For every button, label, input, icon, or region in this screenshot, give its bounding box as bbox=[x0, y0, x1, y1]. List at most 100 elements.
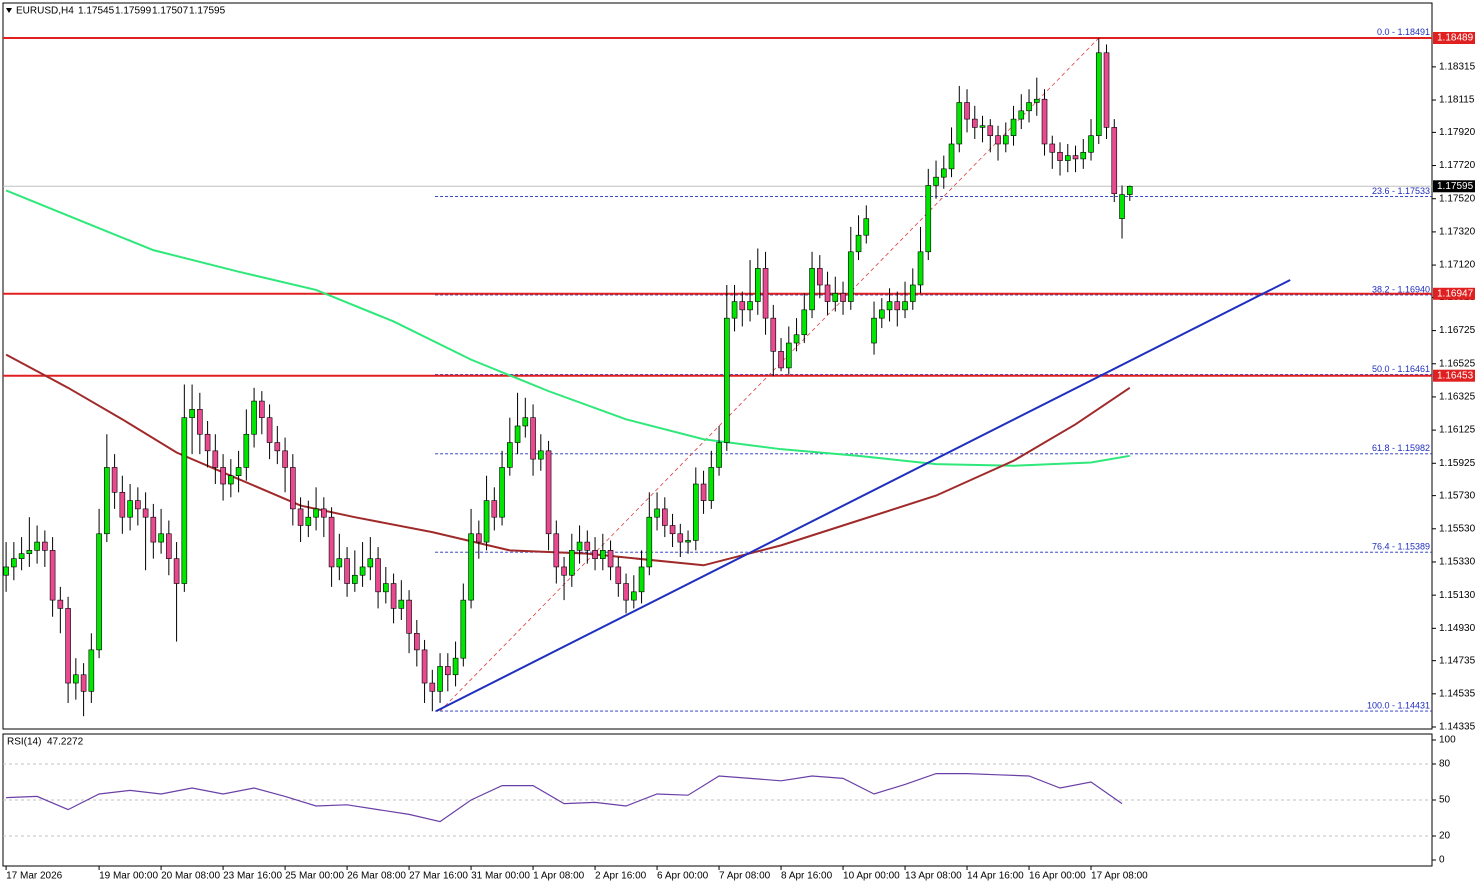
x-tick-label: 17 Apr 08:00 bbox=[1091, 871, 1148, 882]
candle-body bbox=[18, 553, 25, 559]
candle-body bbox=[716, 442, 722, 468]
candle-body bbox=[995, 135, 1001, 145]
x-tick-label: 6 Apr 00:00 bbox=[657, 871, 709, 882]
x-tick-label: 17 Mar 2026 bbox=[6, 871, 63, 882]
candle-body bbox=[801, 309, 808, 336]
candle-body bbox=[754, 268, 761, 302]
candle-body bbox=[785, 342, 792, 369]
price-box-label: 1.17595 bbox=[1437, 181, 1474, 192]
candle-body bbox=[1095, 52, 1102, 136]
y-tick-label: 1.18315 bbox=[1439, 61, 1476, 72]
y-tick-label: 1.17120 bbox=[1439, 260, 1476, 271]
x-tick-label: 20 Mar 08:00 bbox=[161, 871, 220, 882]
candle-body bbox=[762, 268, 769, 319]
rsi-current: 47.2272 bbox=[47, 737, 84, 748]
fib-label: 23.6 - 1.17533 bbox=[1372, 186, 1430, 196]
rsi-tick-label: 100 bbox=[1439, 735, 1456, 746]
candle-body bbox=[259, 400, 265, 418]
candle-body bbox=[383, 583, 389, 593]
fib-range bbox=[439, 37, 1100, 712]
moving-average bbox=[5, 189, 1130, 467]
candle-body bbox=[933, 176, 939, 186]
last-open: 1.17545 bbox=[78, 6, 115, 17]
x-tick-label: 16 Apr 00:00 bbox=[1029, 871, 1086, 882]
x-tick-label: 25 Mar 00:00 bbox=[285, 871, 344, 882]
level-box bbox=[1433, 31, 1475, 44]
candle-body bbox=[104, 467, 110, 535]
candle-body bbox=[840, 292, 846, 302]
candle-body bbox=[235, 467, 242, 477]
level-box-label: 1.18489 bbox=[1437, 33, 1474, 44]
candle-body bbox=[739, 301, 746, 311]
fib-label: 100.0 - 1.14431 bbox=[1367, 700, 1430, 710]
candle-body bbox=[507, 442, 513, 468]
candle-body bbox=[468, 533, 474, 601]
candle-body bbox=[189, 409, 195, 418]
candle-body bbox=[88, 649, 95, 692]
candle-body bbox=[700, 483, 707, 501]
candle-body bbox=[956, 102, 963, 145]
candle-body bbox=[693, 483, 699, 541]
rsi-line bbox=[6, 772, 1123, 823]
candle-body bbox=[871, 317, 877, 344]
candle-body bbox=[42, 541, 48, 551]
y-tick-label: 1.16325 bbox=[1439, 392, 1476, 403]
x-tick-label: 31 Mar 00:00 bbox=[471, 871, 530, 882]
trendline bbox=[435, 279, 1291, 712]
candle-body bbox=[545, 450, 552, 535]
candle-body bbox=[917, 251, 924, 286]
candle-body bbox=[824, 284, 831, 302]
candle-body bbox=[723, 317, 730, 443]
candle-body bbox=[483, 500, 490, 543]
candle-body bbox=[514, 425, 521, 443]
candle-body bbox=[421, 649, 428, 684]
y-tick-label: 1.17920 bbox=[1439, 127, 1476, 138]
candle-body bbox=[731, 301, 738, 319]
x-tick-label: 14 Apr 16:00 bbox=[967, 871, 1024, 882]
rsi-tick-label: 20 bbox=[1439, 831, 1451, 842]
level-box-label: 1.16453 bbox=[1437, 370, 1474, 381]
candle-body bbox=[1088, 135, 1094, 153]
x-tick-label: 1 Apr 08:00 bbox=[533, 871, 585, 882]
main-panel bbox=[2, 2, 1433, 730]
candle-body bbox=[445, 666, 451, 676]
candle-body bbox=[452, 657, 459, 676]
candle-body bbox=[1057, 151, 1063, 161]
candle-body bbox=[584, 541, 591, 551]
x-tick-label: 13 Apr 08:00 bbox=[905, 871, 962, 882]
candle-body bbox=[119, 492, 126, 518]
candle-body bbox=[73, 674, 79, 684]
candle-body bbox=[1033, 98, 1040, 103]
candle-body bbox=[476, 533, 482, 543]
fib-label: 38.2 - 1.16940 bbox=[1372, 284, 1430, 294]
candle-body bbox=[406, 599, 412, 634]
candle-body bbox=[57, 599, 64, 609]
candle-body bbox=[367, 558, 374, 568]
candle-body bbox=[1126, 185, 1133, 195]
candle-body bbox=[607, 550, 614, 568]
candle-body bbox=[437, 666, 443, 692]
candle-body bbox=[669, 525, 676, 535]
level-box-label: 1.16947 bbox=[1437, 288, 1474, 299]
symbol: EURUSD,H4 bbox=[16, 6, 74, 17]
y-tick-label: 1.14930 bbox=[1439, 623, 1476, 634]
y-tick-label: 1.14335 bbox=[1439, 722, 1476, 733]
last-close: 1.17595 bbox=[189, 6, 226, 17]
y-tick-label: 1.16125 bbox=[1439, 425, 1476, 436]
header-arrow bbox=[6, 8, 12, 13]
candle-body bbox=[290, 467, 296, 510]
candle-body bbox=[96, 533, 102, 651]
x-tick-label: 7 Apr 08:00 bbox=[719, 871, 771, 882]
candle-body bbox=[243, 433, 250, 468]
y-tick-label: 1.17520 bbox=[1439, 193, 1476, 204]
candle-body bbox=[576, 541, 583, 551]
candle-body bbox=[662, 508, 668, 526]
candle-body bbox=[1119, 194, 1125, 219]
x-tick-label: 19 Mar 00:00 bbox=[99, 871, 158, 882]
candle-body bbox=[111, 467, 118, 493]
candle-body bbox=[313, 508, 319, 518]
y-tick-label: 1.14535 bbox=[1439, 688, 1476, 699]
candle-body bbox=[592, 550, 598, 559]
candle-body bbox=[987, 125, 994, 136]
